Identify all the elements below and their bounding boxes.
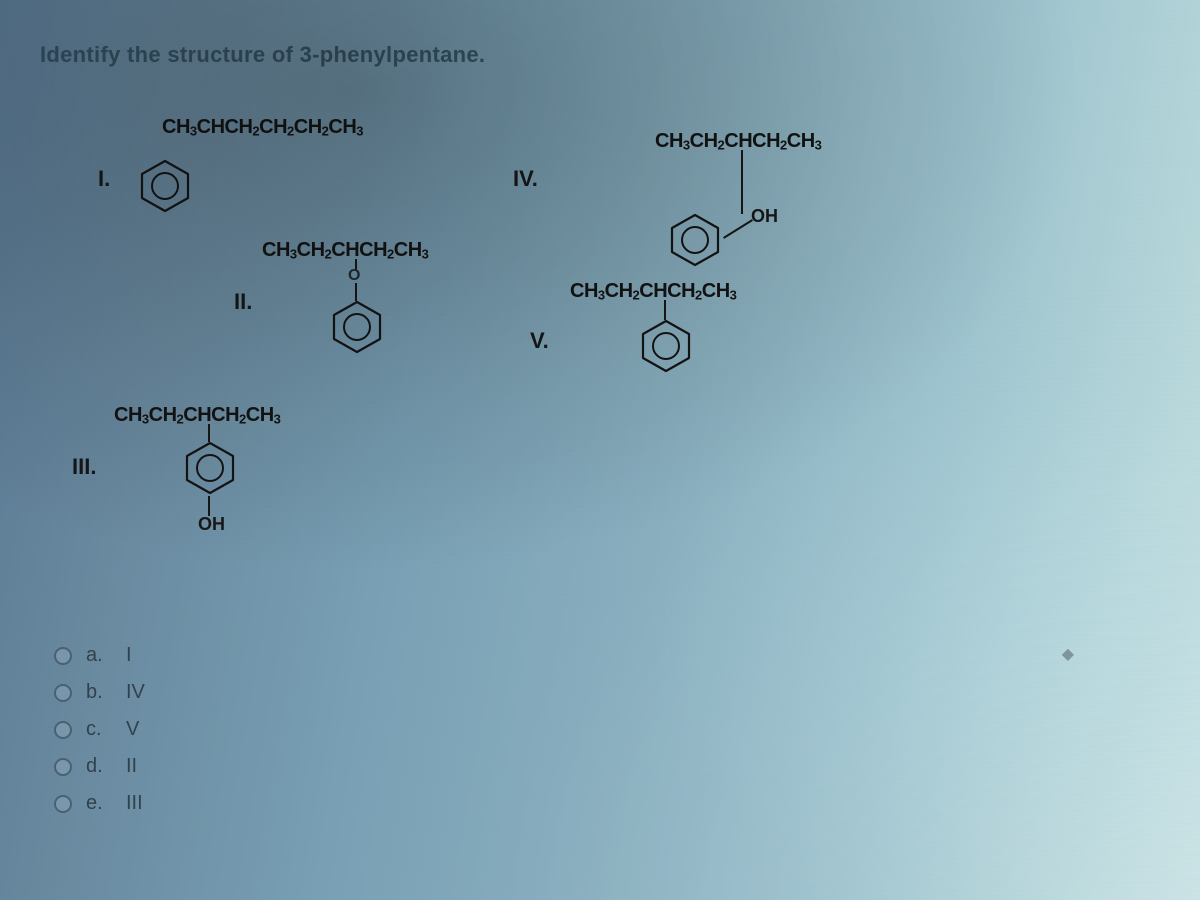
benzene-icon [667, 212, 723, 268]
option-a-letter: a. [86, 644, 112, 667]
option-e-letter: e. [86, 792, 112, 815]
option-c-value: V [126, 718, 139, 741]
benzene-icon [329, 299, 385, 355]
option-b-value: IV [126, 681, 145, 704]
option-e[interactable]: e. III [54, 792, 145, 815]
option-d[interactable]: d. II [54, 755, 145, 778]
bond-line [741, 150, 743, 214]
structure-4-label: IV. [513, 166, 538, 192]
option-a[interactable]: a. I [54, 644, 145, 667]
structure-3-chain: CH3CH2CHCH2CH3 [114, 404, 280, 427]
structure-3-label: III. [72, 454, 96, 480]
option-b-radio[interactable] [54, 684, 72, 702]
structure-2-label: II. [234, 289, 252, 315]
option-d-radio[interactable] [54, 758, 72, 776]
bond-line [723, 219, 753, 239]
structure-2-chain: CH3CH2CHCH2CH3 [262, 239, 428, 262]
question-prompt: Identify the structure of 3-phenylpentan… [40, 42, 485, 68]
option-c-letter: c. [86, 718, 112, 741]
structure-5-label: V. [530, 328, 549, 354]
structure-1-chain: CH3CHCH2CH2CH2CH3 [162, 116, 363, 139]
benzene-icon [182, 440, 238, 496]
structure-1-label: I. [98, 166, 110, 192]
cursor-icon: ◆ [1062, 644, 1074, 664]
option-b-letter: b. [86, 681, 112, 704]
bond-line [664, 300, 666, 320]
option-e-value: III [126, 792, 143, 815]
bond-line [208, 496, 210, 516]
structure-5-chain: CH3CH2CHCH2CH3 [570, 280, 736, 303]
option-c[interactable]: c. V [54, 718, 145, 741]
option-d-letter: d. [86, 755, 112, 778]
structure-4-substituent: OH [751, 206, 778, 227]
option-e-radio[interactable] [54, 795, 72, 813]
option-a-radio[interactable] [54, 647, 72, 665]
option-a-value: I [126, 644, 132, 667]
benzene-icon [137, 158, 193, 214]
option-b[interactable]: b. IV [54, 681, 145, 704]
structure-4-chain: CH3CH2CHCH2CH3 [655, 130, 821, 153]
answer-options: a. I b. IV c. V d. II e. III [54, 644, 145, 829]
option-c-radio[interactable] [54, 721, 72, 739]
benzene-icon [638, 318, 694, 374]
structure-3-substituent: OH [198, 514, 225, 535]
option-d-value: II [126, 755, 137, 778]
